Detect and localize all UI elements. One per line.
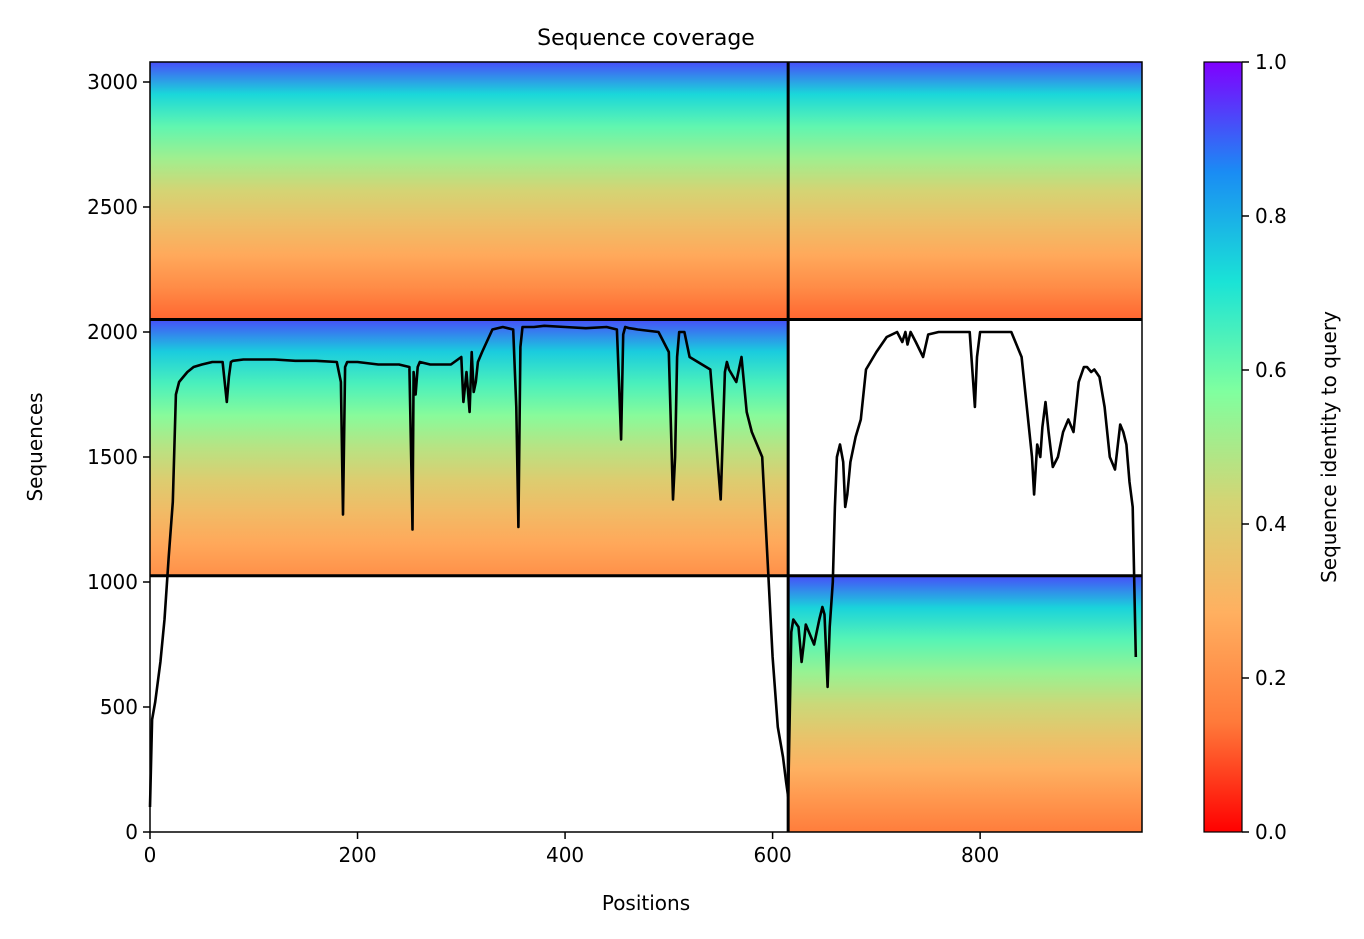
x-tick-label: 200 — [338, 843, 376, 867]
colorbar-label: Sequence identity to query — [1317, 311, 1341, 583]
y-tick-label: 500 — [100, 695, 138, 719]
colorbar-tick-label: 0.4 — [1255, 512, 1287, 536]
x-tick-label: 400 — [546, 843, 584, 867]
coverage-block-a — [150, 319, 789, 576]
colorbar-tick-label: 0.2 — [1255, 666, 1287, 690]
coverage-blocks — [150, 62, 1142, 832]
y-tick-label: 1500 — [87, 445, 138, 469]
y-tick-label: 1000 — [87, 570, 138, 594]
y-tick-label: 2500 — [87, 195, 138, 219]
y-tick-label: 0 — [125, 820, 138, 844]
y-tick-label: 3000 — [87, 70, 138, 94]
colorbar-tick-label: 0.0 — [1255, 820, 1287, 844]
x-axis-ticks: 0 200 400 600 800 — [144, 832, 999, 867]
plot-frame — [149, 61, 1143, 833]
x-tick-label: 600 — [754, 843, 792, 867]
chain-boundaries — [150, 62, 1142, 832]
colorbar-tick-label: 1.0 — [1255, 50, 1287, 74]
x-tick-label: 800 — [961, 843, 999, 867]
x-axis-label: Positions — [602, 891, 690, 915]
coverage-block-a — [150, 62, 789, 320]
y-tick-label: 2000 — [87, 320, 138, 344]
y-axis-ticks: 0 500 1000 1500 2000 2500 3000 — [87, 70, 150, 844]
y-axis-label: Sequences — [23, 392, 47, 501]
colorbar-tick-label: 0.6 — [1255, 358, 1287, 382]
x-tick-label: 0 — [144, 843, 157, 867]
colorbar — [1203, 61, 1243, 833]
coverage-block-b — [788, 62, 1142, 320]
coverage-line — [148, 324, 1138, 808]
colorbar-tick-label: 0.8 — [1255, 204, 1287, 228]
coverage-block-b — [788, 575, 1142, 832]
colorbar-ticks: 0.0 0.2 0.4 0.6 0.8 1.0 — [1242, 50, 1287, 844]
chart-title: Sequence coverage — [537, 26, 755, 51]
